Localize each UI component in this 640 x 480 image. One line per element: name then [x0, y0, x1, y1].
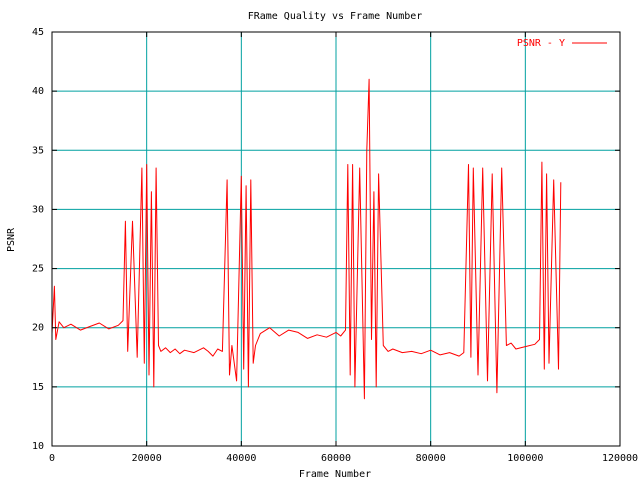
x-tick-label: 60000	[321, 453, 351, 464]
tick-layer	[51, 31, 621, 447]
legend: PSNR - Y	[517, 38, 607, 49]
y-axis-label: PSNR	[6, 227, 17, 252]
x-tick-label: 40000	[226, 453, 256, 464]
series-line-psnr-y	[51, 78, 562, 400]
x-tick-label: 100000	[507, 453, 543, 464]
y-tick-label: 15	[32, 382, 44, 393]
x-tick-label: 80000	[416, 453, 446, 464]
y-tick-labels: 10 15 20 25 30 35 40 45	[32, 27, 44, 452]
x-tick-labels: 0 20000 40000 60000 80000 100000 120000	[49, 453, 638, 464]
grid-lines	[52, 32, 620, 446]
x-tick-label: 0	[49, 453, 55, 464]
series-layer	[51, 78, 562, 400]
x-axis-label: Frame Number	[299, 469, 371, 480]
chart-title: FRame Quality vs Frame Number	[248, 11, 423, 22]
y-tick-label: 35	[32, 145, 44, 156]
y-tick-label: 30	[32, 204, 44, 215]
y-tick-label: 20	[32, 323, 44, 334]
legend-label-psnr-y: PSNR - Y	[517, 38, 565, 49]
y-tick-label: 10	[32, 441, 44, 452]
y-tick-label: 40	[32, 86, 44, 97]
y-tick-label: 45	[32, 27, 44, 38]
x-tick-label: 20000	[132, 453, 162, 464]
y-tick-label: 25	[32, 264, 44, 275]
x-tick-label: 120000	[602, 453, 638, 464]
